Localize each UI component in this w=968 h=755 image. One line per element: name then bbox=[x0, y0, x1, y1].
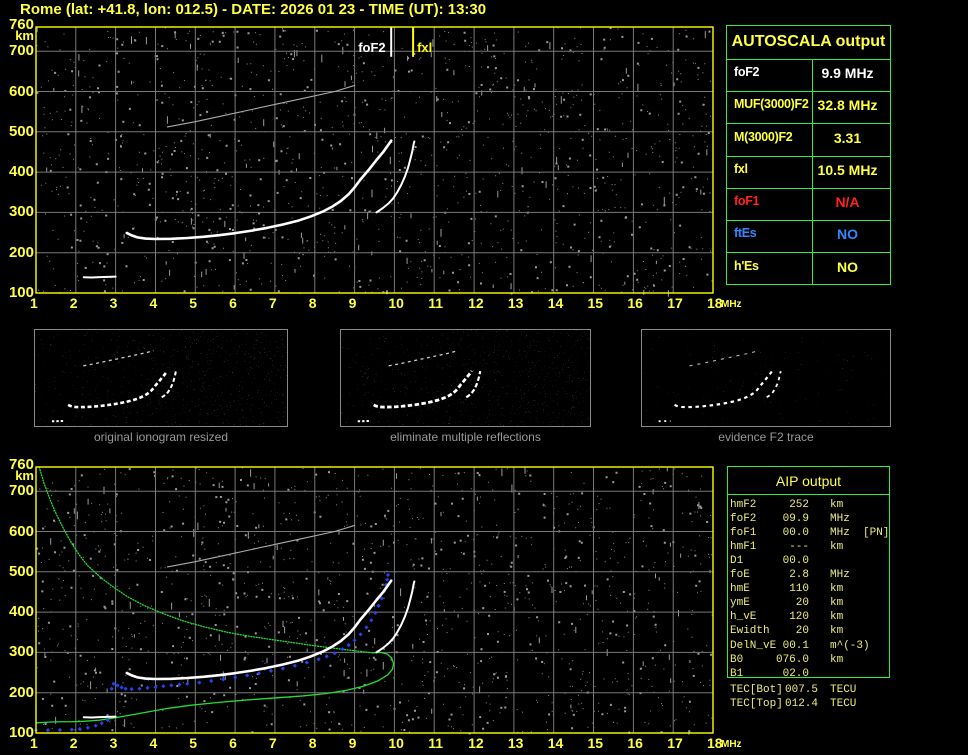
svg-text:fxl: fxl bbox=[417, 40, 432, 55]
svg-text:foF2: foF2 bbox=[358, 40, 385, 55]
